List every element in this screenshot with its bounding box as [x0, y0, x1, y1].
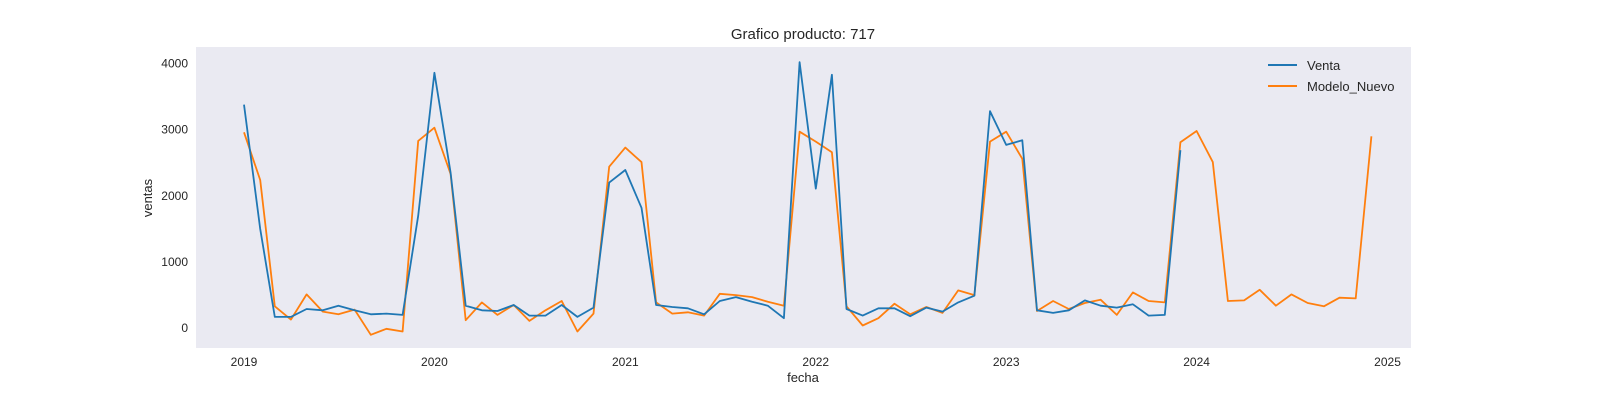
y-tick-label: 3000: [161, 123, 188, 137]
legend: Venta Modelo_Nuevo: [1268, 58, 1394, 94]
y-tick-label: 4000: [161, 57, 188, 71]
y-tick-label: 1000: [161, 255, 188, 269]
x-tick-label: 2023: [993, 355, 1020, 369]
legend-label-modelo-nuevo: Modelo_Nuevo: [1307, 79, 1394, 94]
x-tick-label: 2024: [1183, 355, 1210, 369]
y-tick-label: 0: [181, 321, 188, 335]
y-tick-label: 2000: [161, 189, 188, 203]
series-line-venta: [243, 61, 1182, 320]
x-tick-label: 2020: [421, 355, 448, 369]
chart-title: Grafico producto: 717: [731, 26, 875, 43]
y-axis-ticks: 0 1000 2000 3000 4000: [161, 57, 188, 336]
series-lines: [243, 61, 1373, 336]
x-axis-label: fecha: [787, 370, 820, 385]
x-tick-label: 2019: [231, 355, 258, 369]
x-tick-label: 2022: [802, 355, 829, 369]
x-tick-label: 2021: [612, 355, 639, 369]
x-axis-ticks: 2019 2020 2021 2022 2023 2024 2025: [231, 355, 1402, 369]
x-tick-label: 2025: [1374, 355, 1401, 369]
series-line-modelo-nuevo: [243, 126, 1373, 336]
legend-label-venta: Venta: [1307, 58, 1341, 73]
y-axis-label: ventas: [140, 178, 155, 217]
